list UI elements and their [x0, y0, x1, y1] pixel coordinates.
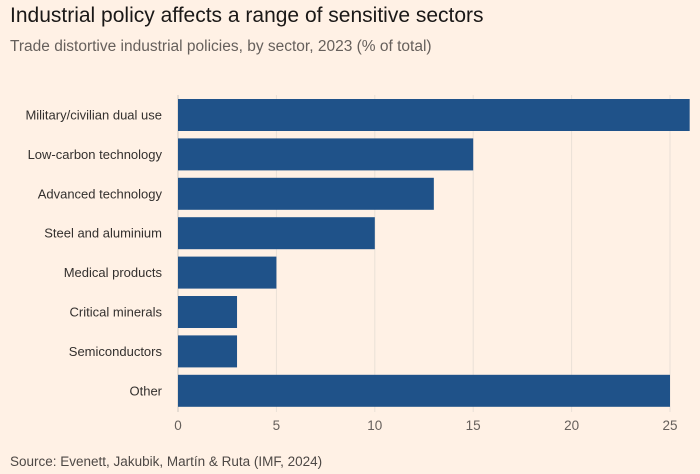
x-tick-label: 10 [367, 418, 382, 433]
category-label: Semiconductors [69, 344, 163, 359]
chart-subtitle: Trade distortive industrial policies, by… [10, 38, 432, 55]
category-label: Other [129, 383, 162, 398]
chart-title: Industrial policy affects a range of sen… [10, 4, 484, 27]
category-label: Steel and aluminium [44, 226, 162, 241]
category-label: Critical minerals [70, 305, 163, 320]
chart-source: Source: Evenett, Jakubik, Martín & Ruta … [10, 454, 323, 469]
bar [178, 99, 690, 131]
bar [178, 177, 434, 210]
bar [178, 256, 277, 289]
category-label: Advanced technology [38, 186, 163, 201]
category-label: Military/civilian dual use [25, 108, 162, 123]
bar [178, 374, 670, 407]
x-tick-label: 25 [662, 418, 677, 433]
bar [178, 138, 474, 171]
bar [178, 335, 238, 368]
x-tick-label: 15 [466, 418, 481, 433]
x-tick-label: 0 [174, 418, 182, 433]
x-tick-label: 20 [564, 418, 579, 433]
x-tick-label: 5 [273, 418, 281, 433]
category-label: Low-carbon technology [28, 147, 163, 162]
bar [178, 217, 375, 250]
category-label: Medical products [64, 265, 163, 280]
bar [178, 296, 238, 328]
